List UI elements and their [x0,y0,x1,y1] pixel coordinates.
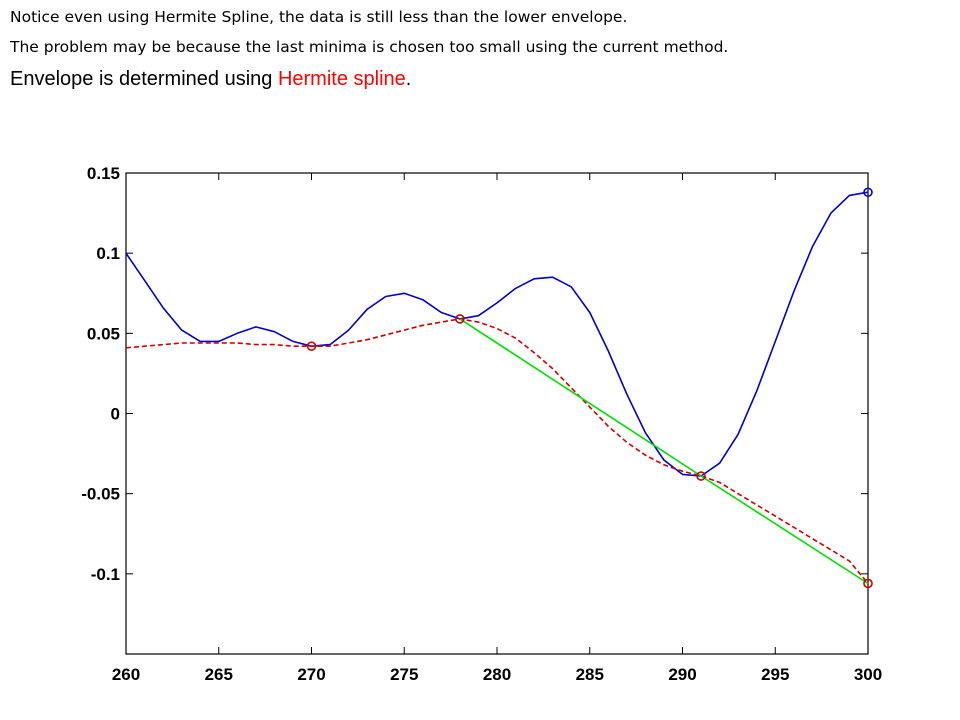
marker-max-300 [863,187,873,198]
x-tick-label: 260 [112,665,140,684]
y-tick-label: -0.05 [81,485,120,504]
y-tick-label: 0.05 [87,324,120,343]
axis-ticks: 260 265 270 275 280 285 290 295 300 0.15 0.1 0.05 0 -… [81,164,882,684]
series-envelope-linear-line [459,318,869,585]
x-tick-label: 295 [761,665,789,684]
headline-prefix: Envelope is determined using [10,68,278,90]
x-tick-label: 275 [390,665,418,684]
series-envelope-hermite-line [125,318,869,585]
y-tick-label: 0.15 [87,164,120,183]
y-tick-label: 0 [111,405,120,424]
x-tick-label: 290 [668,665,696,684]
y-tick-label: 0.1 [96,244,120,263]
marker-min-270 [306,341,317,351]
x-tick-label: 265 [205,665,233,684]
marker-layer [306,187,873,589]
headline-suffix: . [405,68,412,90]
series-signal-line [125,191,869,477]
note-line-1: Notice even using Hermite Spline, the da… [10,8,628,26]
headline-accent: Hermite spline [277,68,406,90]
slide-headline: Envelope is determined using Hermite spl… [10,68,411,91]
x-tick-label: 300 [854,665,882,684]
marker-min-278 [455,314,465,324]
x-tick-label: 285 [576,665,604,684]
x-tick-label: 280 [483,665,511,684]
marker-min-291 [696,471,706,481]
marker-min-300 [863,578,873,589]
plot-frame [125,172,869,655]
series-layer [125,191,869,585]
y-tick-label: -0.1 [91,565,120,584]
note-line-2: The problem may be because the last mini… [10,38,729,56]
x-tick-label: 270 [297,665,325,684]
